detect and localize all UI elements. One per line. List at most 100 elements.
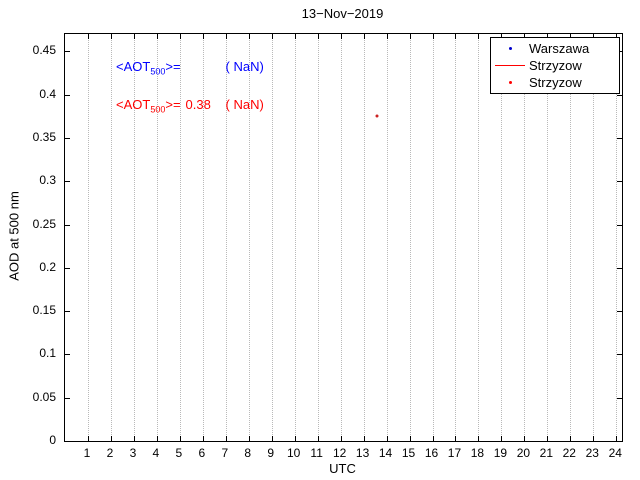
- x-tick-mark: [616, 34, 618, 39]
- y-tick-mark: [65, 224, 70, 226]
- x-tick-label: 13: [355, 446, 370, 460]
- gridline: [616, 34, 618, 441]
- gridline: [340, 34, 342, 441]
- gridline: [294, 34, 296, 441]
- x-axis-label: UTC: [329, 461, 356, 476]
- y-tick-mark: [65, 181, 70, 183]
- gridline: [87, 34, 89, 441]
- x-tick-mark: [409, 34, 411, 39]
- x-tick-label: 5: [175, 446, 183, 460]
- y-tick-mark: [617, 441, 622, 442]
- line-marker-icon: [495, 65, 525, 66]
- gridline: [432, 34, 434, 441]
- x-tick-mark: [547, 436, 549, 441]
- gridline: [570, 34, 572, 441]
- x-tick-mark: [225, 34, 227, 39]
- x-tick-label: 8: [244, 446, 252, 460]
- x-tick-mark: [570, 34, 572, 39]
- y-tick-mark: [65, 94, 70, 96]
- gridline: [593, 34, 595, 441]
- x-tick-label: 4: [152, 446, 160, 460]
- x-tick-label: 3: [129, 446, 137, 460]
- gridline: [271, 34, 273, 441]
- y-tick-label: 0.2: [39, 259, 56, 274]
- x-tick-label: 1: [83, 446, 91, 460]
- gridline: [524, 34, 526, 441]
- annotation-mean-aot500-warszawa: <AOT500>= ( NaN): [116, 59, 264, 77]
- x-tick-mark: [179, 34, 181, 39]
- x-tick-mark: [294, 436, 296, 441]
- y-tick-mark: [65, 51, 70, 53]
- y-tick-label: 0.15: [32, 303, 56, 318]
- y-tick-label: 0: [49, 433, 56, 447]
- x-tick-label: 18: [470, 446, 485, 460]
- gridline: [225, 34, 227, 441]
- x-tick-mark: [547, 34, 549, 39]
- legend: Warszawa Strzyzow Strzyzow: [490, 37, 620, 94]
- x-tick-mark: [501, 436, 503, 441]
- x-tick-label: 23: [585, 446, 599, 460]
- x-tick-label: 14: [378, 446, 393, 460]
- y-tick-labels: 0 0.05 0.1 0.15 0.2 0.25 0.3 0.35 0.4 0.45: [0, 33, 56, 447]
- gridline: [202, 34, 204, 441]
- x-tick-mark: [156, 436, 158, 441]
- x-tick-mark: [455, 34, 457, 39]
- annotation-text: <AOT: [116, 59, 151, 74]
- x-tick-mark: [386, 34, 388, 39]
- x-tick-mark: [501, 34, 503, 39]
- y-tick-mark: [617, 311, 622, 313]
- x-tick-mark: [593, 436, 595, 441]
- annotation-text: >=: [165, 97, 181, 112]
- gridline: [248, 34, 250, 441]
- x-tick-mark: [248, 436, 250, 441]
- x-tick-label: 15: [401, 446, 416, 460]
- y-tick-mark: [65, 354, 70, 356]
- annotation-text: ( NaN): [225, 59, 264, 74]
- y-tick-mark: [617, 94, 622, 96]
- x-tick-mark: [478, 436, 480, 441]
- x-tick-mark: [409, 436, 411, 441]
- x-tick-mark: [363, 34, 365, 39]
- legend-item: Warszawa: [491, 40, 619, 57]
- x-tick-mark: [179, 436, 181, 441]
- x-tick-mark: [202, 436, 204, 441]
- gridline: [409, 34, 411, 441]
- x-tick-mark: [363, 436, 365, 441]
- x-tick-label: 12: [332, 446, 347, 460]
- y-tick-label: 0.4: [39, 86, 56, 101]
- legend-marker-dot-icon: [491, 47, 529, 50]
- x-tick-label: 17: [447, 446, 462, 460]
- x-tick-label: 9: [267, 446, 275, 460]
- x-tick-mark: [294, 34, 296, 39]
- x-tick-mark: [271, 436, 273, 441]
- gridline: [386, 34, 388, 441]
- gridline: [547, 34, 549, 441]
- annotation-mean-aot500-strzyzow: <AOT500>= 0.38 ( NaN): [116, 97, 264, 115]
- x-tick-label: 11: [310, 446, 323, 460]
- x-tick-mark: [110, 34, 112, 39]
- x-tick-mark: [317, 436, 319, 441]
- gridline: [156, 34, 158, 441]
- y-tick-mark: [65, 267, 70, 269]
- x-tick-mark: [478, 34, 480, 39]
- x-tick-mark: [340, 34, 342, 39]
- x-tick-label: 16: [424, 446, 439, 460]
- data-point-strzyzow: [375, 114, 379, 118]
- legend-label: Strzyzow: [529, 58, 582, 73]
- gridline: [501, 34, 503, 441]
- gridline: [455, 34, 457, 441]
- x-tick-mark: [455, 436, 457, 441]
- y-tick-label: 0.25: [32, 216, 56, 231]
- annotation-text: 500: [150, 66, 166, 77]
- plot-area: Warszawa Strzyzow Strzyzow <AOT500>=( NaN)…: [64, 33, 623, 442]
- y-tick-label: 0.45: [32, 43, 56, 58]
- annotation-text: >=: [165, 59, 181, 74]
- x-tick-label: 6: [198, 446, 206, 460]
- y-tick-mark: [617, 267, 622, 269]
- y-tick-mark: [617, 354, 622, 356]
- y-tick-mark: [617, 397, 622, 399]
- x-tick-mark: [271, 34, 273, 39]
- x-tick-mark: [317, 34, 319, 39]
- x-tick-label: 2: [106, 446, 114, 460]
